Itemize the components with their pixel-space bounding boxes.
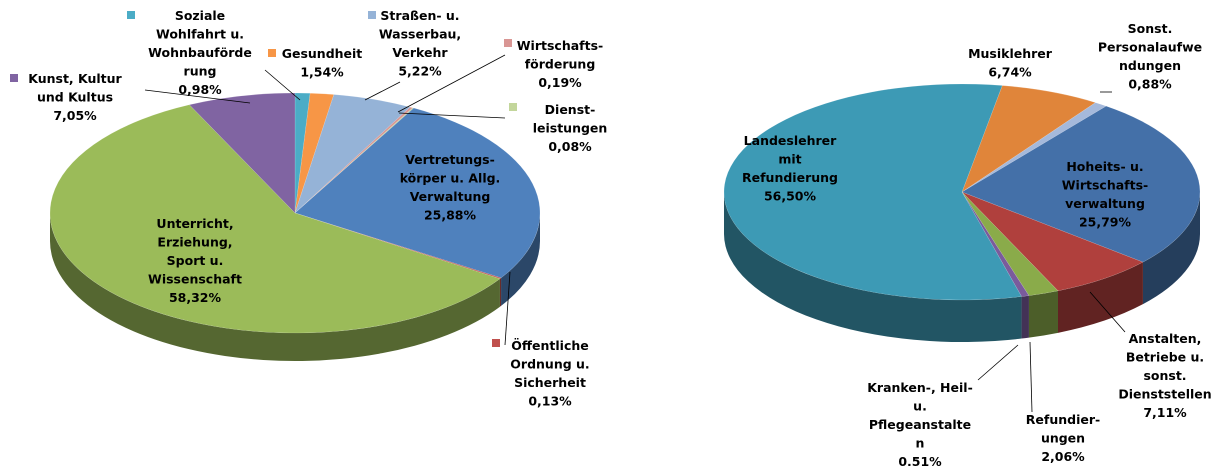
leader-line	[977, 344, 1019, 381]
slice-label: Landeslehrer mit Refundierung	[742, 133, 838, 185]
slice-side	[724, 192, 1022, 342]
slice-label: Dienst-leistungen	[533, 102, 608, 136]
slice	[961, 191, 1059, 296]
value-label: 5,22%	[398, 64, 442, 79]
leader-line	[397, 54, 506, 113]
slice-label: Unterricht, Erziehung, Sport u. Wissenschaf…	[148, 216, 242, 287]
slice-label: Kunst, Kultur und Kultus	[28, 71, 122, 105]
slice-side	[1142, 192, 1200, 305]
slice-side	[1057, 262, 1143, 333]
slice	[188, 92, 296, 214]
slice	[49, 104, 501, 334]
legend-key	[492, 339, 500, 347]
slice-label: Gesundheit	[282, 46, 363, 61]
value-label: 7,11%	[1143, 405, 1187, 420]
slice-label: Kranken-, Heil-u. Pflegeanstalte n	[867, 380, 973, 451]
legend-key	[127, 11, 135, 19]
leader-line	[264, 69, 301, 101]
value-label: 2,06%	[1041, 449, 1085, 464]
slice-label: Refundier-ungen	[1026, 412, 1100, 446]
value-label: 1,54%	[300, 65, 344, 80]
pie-sides	[50, 213, 540, 361]
slice	[961, 85, 1097, 193]
leader-line	[364, 81, 401, 101]
leader-line	[1089, 291, 1126, 333]
leader-line	[504, 271, 511, 346]
slice	[294, 94, 411, 214]
legend-key	[10, 74, 18, 82]
slice-label: Hoheits- u. Wirtschafts-verwaltung	[1062, 159, 1148, 211]
slice-label: Anstalten, Betriebe u. sonst. Dienststellen	[1118, 331, 1211, 402]
value-label: 0,98%	[178, 82, 222, 97]
slice	[294, 212, 502, 280]
slice-label: Vertretungs-körper u. Allg. Verwaltung	[400, 152, 501, 204]
leader-line	[144, 89, 251, 104]
slice-label: Öffentliche Ordnung u. Sicherheit	[510, 338, 589, 390]
value-label: 7,05%	[53, 108, 97, 123]
slice	[961, 191, 1144, 292]
slice-side	[499, 277, 502, 307]
slice-label: Soziale Wohlfahrt u. Wohnbauförde rung	[148, 8, 252, 79]
slice	[294, 106, 414, 214]
slice	[961, 191, 1030, 297]
value-label: 25,88%	[424, 208, 477, 223]
leader-line	[1029, 341, 1033, 413]
slice-side	[1028, 290, 1058, 338]
value-label: 0,88%	[1128, 77, 1172, 92]
slice-side	[1021, 295, 1029, 339]
slice-label: Straßen- u. Wasserbau, Verkehr	[379, 8, 461, 60]
slice-label: Wirtschafts-förderung	[517, 38, 603, 72]
legend-key	[268, 49, 276, 57]
value-label: 0,19%	[538, 75, 582, 90]
legend-key	[509, 103, 517, 111]
legend-key	[504, 39, 512, 47]
value-label: 0,51%	[898, 454, 942, 466]
slice	[294, 92, 311, 214]
leader-line	[398, 112, 506, 119]
slice	[294, 107, 541, 279]
slice-side	[50, 213, 500, 361]
slice	[961, 102, 1107, 193]
slice	[294, 107, 415, 214]
slice	[723, 83, 1022, 301]
value-label: 56,50%	[764, 189, 817, 204]
value-label: 0,08%	[548, 139, 592, 154]
slice	[961, 105, 1201, 263]
slice	[294, 92, 335, 214]
value-label: 6,74%	[988, 65, 1032, 80]
value-label: 58,32%	[169, 290, 222, 305]
slice-label: Sonst. Personalaufwe ndungen	[1098, 21, 1202, 73]
slice-label: Musiklehrer	[968, 46, 1053, 61]
value-label: 25,79%	[1079, 215, 1132, 230]
slice-side	[501, 213, 540, 306]
pie-sides	[724, 192, 1200, 342]
value-label: 0,13%	[528, 394, 572, 409]
legend-key	[368, 11, 376, 19]
